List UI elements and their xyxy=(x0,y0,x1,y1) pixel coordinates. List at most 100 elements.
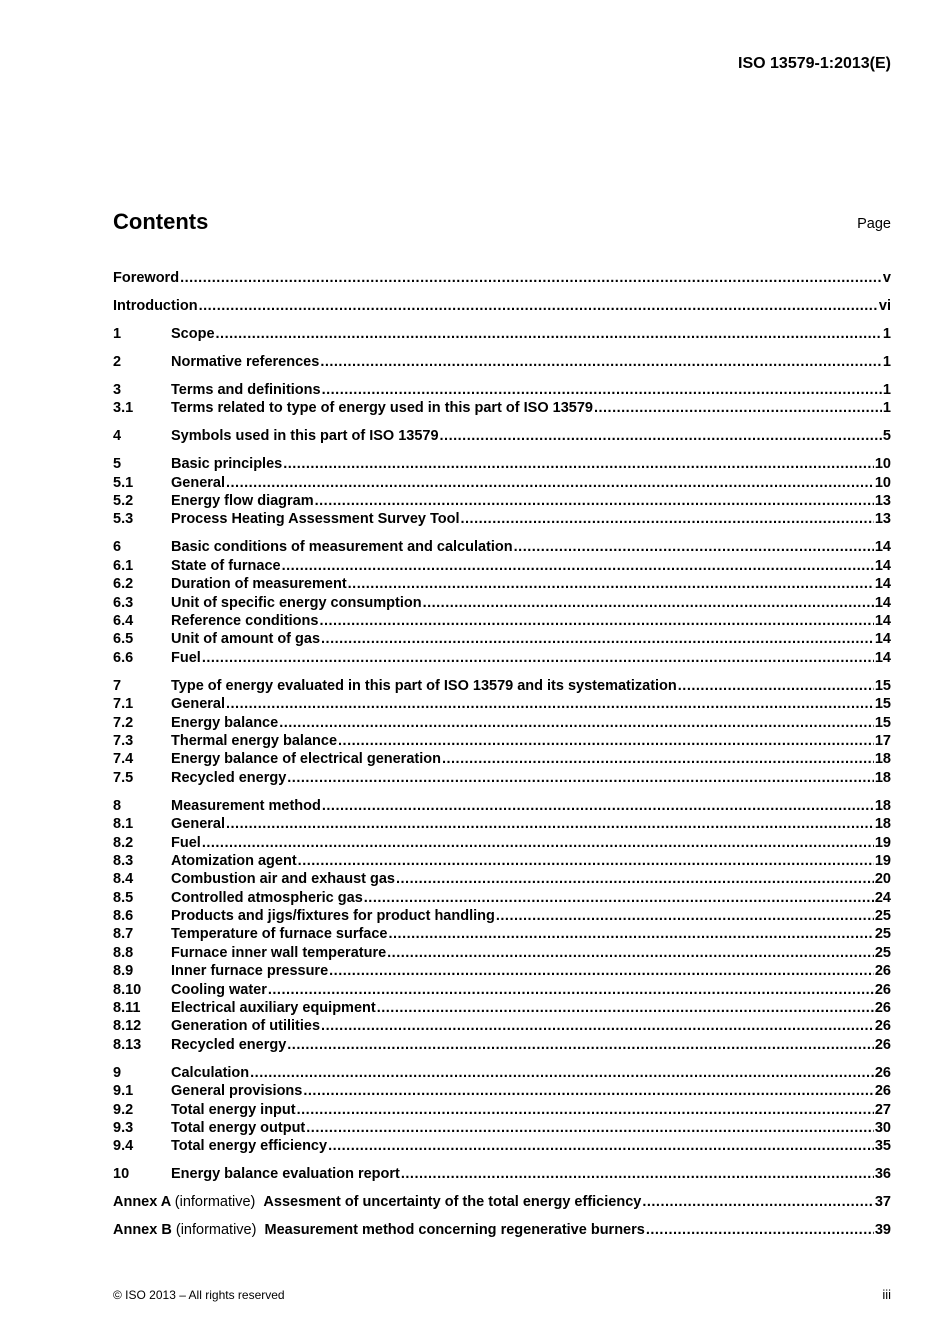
toc-entry[interactable]: 5.3 Process Heating Assessment Survey Too… xyxy=(113,510,891,528)
toc-entry[interactable]: 9.2 Total energy input 27 xyxy=(113,1101,891,1119)
page-ref: 14 xyxy=(874,649,891,666)
toc-entry[interactable]: 7 Type of energy evaluated in this part o… xyxy=(113,677,891,695)
toc-entry[interactable]: Foreword v xyxy=(113,269,891,287)
toc-entry[interactable]: 8.5 Controlled atmospheric gas 24 xyxy=(113,889,891,907)
page-ref: 14 xyxy=(874,631,891,648)
section-title: Electrical auxiliary equipment xyxy=(171,1000,376,1017)
dot-leader xyxy=(303,1082,874,1100)
toc-entry[interactable]: 1 Scope 1 xyxy=(113,325,891,343)
page-ref: 26 xyxy=(874,1018,891,1035)
toc-group: Introduction vi xyxy=(113,297,891,315)
section-number: 2 xyxy=(113,353,122,370)
dot-leader xyxy=(329,962,874,980)
toc-entry[interactable]: 8.4 Combustion air and exhaust gas 20 xyxy=(113,870,891,888)
dot-leader xyxy=(328,1137,874,1155)
page-ref: 14 xyxy=(874,557,891,574)
toc-group: 1 Scope 1 xyxy=(113,325,891,343)
section-number: 6.5 xyxy=(113,631,134,648)
section-title: Cooling water xyxy=(171,981,267,998)
page-ref: 20 xyxy=(874,871,891,888)
section-title: Terms related to type of energy used in … xyxy=(171,400,593,417)
section-title: Products and jigs/fixtures for product h… xyxy=(171,908,495,925)
toc-entry[interactable]: 8.10 Cooling water 26 xyxy=(113,981,891,999)
section-number: 8.6 xyxy=(113,908,134,925)
section-title: Furnace inner wall temperature xyxy=(171,944,387,961)
toc-entry[interactable]: 7.5 Recycled energy 18 xyxy=(113,769,891,787)
toc-entry[interactable]: 7.4 Energy balance of electrical generati… xyxy=(113,750,891,768)
section-number: 5.2 xyxy=(113,493,134,510)
section-title: Fuel xyxy=(171,649,201,666)
toc-entry[interactable]: 8 Measurement method 18 xyxy=(113,797,891,815)
toc-entry[interactable]: 8.2 Fuel 19 xyxy=(113,834,891,852)
page-ref: 30 xyxy=(874,1119,891,1136)
dot-leader xyxy=(199,297,878,315)
toc-entry[interactable]: 9.1 General provisions 26 xyxy=(113,1082,891,1100)
toc-entry[interactable]: 8.8 Furnace inner wall temperature 25 xyxy=(113,944,891,962)
toc-entry[interactable]: 8.1 General 18 xyxy=(113,815,891,833)
toc-entry[interactable]: 8.7 Temperature of furnace surface 25 xyxy=(113,925,891,943)
toc-entry[interactable]: 3.1 Terms related to type of energy used … xyxy=(113,399,891,417)
dot-leader xyxy=(322,797,874,815)
toc-entry[interactable]: 10 Energy balance evaluation report 36 xyxy=(113,1165,891,1183)
toc-entry[interactable]: 2 Normative references 1 xyxy=(113,353,891,371)
page-ref: 1 xyxy=(882,381,891,398)
section-number: 7.1 xyxy=(113,696,134,713)
annex-label: Annex A (informative) xyxy=(113,1193,263,1211)
toc-entry[interactable]: 6.1 State of furnace 14 xyxy=(113,557,891,575)
toc-entry[interactable]: 8.11 Electrical auxiliary equipment 26 xyxy=(113,999,891,1017)
toc-entry[interactable]: 6.3 Unit of specific energy consumption 14 xyxy=(113,594,891,612)
toc-entry[interactable]: 5.1 General 10 xyxy=(113,474,891,492)
toc-entry[interactable]: 6.5 Unit of amount of gas 14 xyxy=(113,630,891,648)
section-number: 1 xyxy=(113,325,122,342)
page-column-label: Page xyxy=(857,216,891,232)
document-id: ISO 13579-1:2013(E) xyxy=(738,55,891,72)
section-number: 8.10 xyxy=(113,981,142,998)
toc-entry[interactable]: 5.2 Energy flow diagram 13 xyxy=(113,492,891,510)
toc-entry[interactable]: 7.2 Energy balance 15 xyxy=(113,714,891,732)
toc-entry[interactable]: 8.12 Generation of utilities 26 xyxy=(113,1017,891,1035)
toc-entry[interactable]: 7.3 Thermal energy balance 17 xyxy=(113,732,891,750)
table-of-contents: Foreword v Introduction vi 1 Scope 1 2 Normative… xyxy=(113,269,891,1240)
section-number: 8 xyxy=(113,797,122,814)
section-number: 6.1 xyxy=(113,557,134,574)
toc-entry[interactable]: 6.6 Fuel 14 xyxy=(113,649,891,667)
toc-entry[interactable]: 8.6 Products and jigs/fixtures for produc… xyxy=(113,907,891,925)
page-ref: 36 xyxy=(874,1166,891,1183)
toc-group: 7 Type of energy evaluated in this part o… xyxy=(113,677,891,787)
page-ref: 14 xyxy=(874,594,891,611)
toc-entry[interactable]: 9.3 Total energy output 30 xyxy=(113,1119,891,1137)
dot-leader xyxy=(297,1101,874,1119)
toc-entry[interactable]: 8.13 Recycled energy 26 xyxy=(113,1036,891,1054)
page-ref: 15 xyxy=(874,714,891,731)
page-ref: 25 xyxy=(874,908,891,925)
section-number: 8.5 xyxy=(113,889,134,906)
toc-entry[interactable]: Annex A (informative) Assesment of uncer… xyxy=(113,1193,891,1211)
page-ref: 15 xyxy=(874,677,891,694)
toc-entry[interactable]: Introduction vi xyxy=(113,297,891,315)
dot-leader xyxy=(377,999,874,1017)
page-ref: 26 xyxy=(874,1036,891,1053)
toc-entry[interactable]: Annex B (informative) Measurement method… xyxy=(113,1221,891,1239)
dot-leader xyxy=(287,1036,874,1054)
section-title: Atomization agent xyxy=(171,852,297,869)
section-title: Terms and definitions xyxy=(171,381,321,398)
toc-entry[interactable]: 7.1 General 15 xyxy=(113,695,891,713)
toc-entry[interactable]: 8.9 Inner furnace pressure 26 xyxy=(113,962,891,980)
toc-entry[interactable]: 9 Calculation 26 xyxy=(113,1064,891,1082)
section-number: 7.5 xyxy=(113,769,134,786)
toc-entry[interactable]: 6.4 Reference conditions 14 xyxy=(113,612,891,630)
toc-entry[interactable]: 9.4 Total energy efficiency 35 xyxy=(113,1137,891,1155)
toc-entry[interactable]: 6.2 Duration of measurement 14 xyxy=(113,575,891,593)
section-title: Controlled atmospheric gas xyxy=(171,889,363,906)
toc-group: Foreword v xyxy=(113,269,891,287)
section-number: 6.3 xyxy=(113,594,134,611)
dot-leader xyxy=(315,492,874,510)
section-title: Normative references xyxy=(171,353,320,370)
toc-entry[interactable]: 4 Symbols used in this part of ISO 13579 5 xyxy=(113,427,891,445)
toc-entry[interactable]: 6 Basic conditions of measurement and cal… xyxy=(113,538,891,556)
toc-entry[interactable]: 3 Terms and definitions 1 xyxy=(113,381,891,399)
page-ref: 10 xyxy=(874,474,891,491)
toc-entry[interactable]: 8.3 Atomization agent 19 xyxy=(113,852,891,870)
dot-leader xyxy=(202,649,874,667)
toc-entry[interactable]: 5 Basic principles 10 xyxy=(113,455,891,473)
